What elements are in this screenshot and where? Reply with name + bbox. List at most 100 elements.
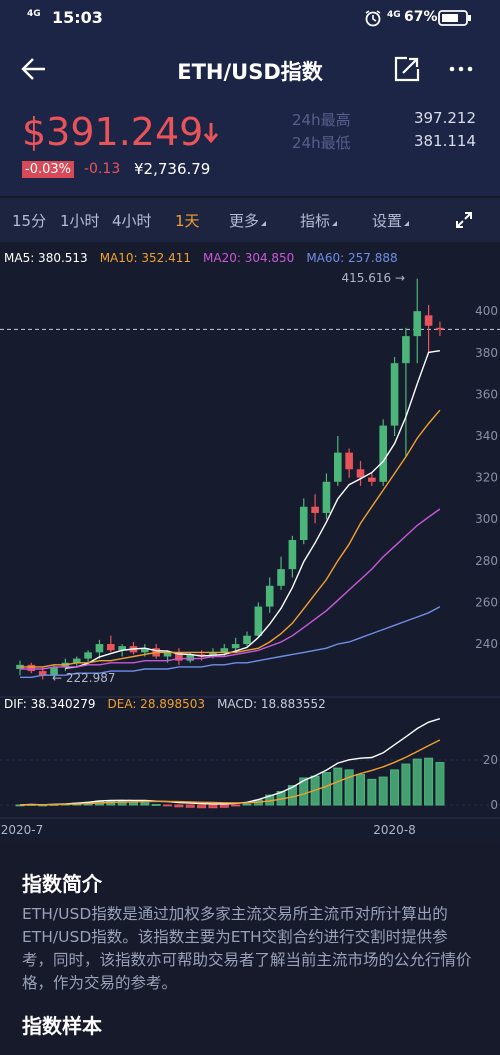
tab[interactable]: 1小时 [60,212,100,230]
tab[interactable]: 设置 [372,210,409,231]
x-tick-label: 2020-8 [373,823,416,837]
candle-body [254,606,263,636]
candle-body [186,654,195,661]
line [20,606,441,678]
macd-bar [163,804,173,807]
down-arrow [203,123,219,144]
header-area: 4G 15:03 4G 67% ETH/USD指数 $391.249 -0.03… [0,0,500,196]
y-tick-label: 0 [490,798,498,812]
legend-entry: MACD: 18.883552 [217,697,326,711]
back-button[interactable] [20,56,48,82]
macd-bar [299,777,309,806]
line [19,739,441,806]
candle-body [84,652,92,659]
candle-body [243,635,251,645]
y-tick-label: 380 [475,346,498,360]
candle-body [334,452,342,482]
macd-bar [333,767,343,806]
candle-body [277,569,285,586]
candle-body [402,336,410,364]
y-tick-label: 400 [475,304,498,318]
macd-bar [219,804,229,808]
legend-entry: MA20: 304.850 [203,251,294,265]
candle-body [141,648,149,653]
tab[interactable]: 15分 [12,212,47,230]
battery-icon [438,10,471,26]
y-tick-label: 340 [475,429,498,443]
macd-bar [424,757,434,806]
low-label: 24h最低 [292,134,351,152]
candle-body [368,477,376,482]
change: -0.13 [84,161,121,177]
chart-background [0,243,500,843]
candle-body [436,327,444,330]
macd-bar [356,773,365,806]
alarm-icon [365,10,381,27]
legend-entry: DEA: 28.898503 [108,697,206,711]
candle-body [107,644,115,651]
candle-body [95,644,104,653]
change-percent: -0.03% [22,161,74,178]
intro-text: ETH/USD指数是通过加权多家主流交易所主流币对所计算出的ETH/USD指数。… [22,905,472,992]
candle-body [390,363,399,426]
y-tick-label: 360 [475,387,498,401]
chart: 240 260 280 300 320 340 360 380 400 415.616 → ← 22… [0,243,500,843]
macd-bar [435,762,445,806]
y-tick-label: 260 [475,595,498,609]
line [19,718,441,806]
candle-body [356,469,365,478]
candle-body [72,658,81,663]
candle-body [209,652,217,657]
macd-bar [140,802,150,806]
macd-bar [401,763,411,806]
y-tick-label: 320 [475,471,498,485]
high-value: 397.212 [413,109,476,127]
more-button[interactable] [448,62,474,76]
share-button[interactable] [393,55,421,83]
network: 4G [27,9,41,19]
candle-body [379,425,387,482]
tab[interactable]: 更多 [229,210,266,231]
cny-price: ¥2,736.79 [134,160,211,178]
macd-bar [129,801,138,806]
candle-body [311,506,319,513]
y-tick-label: 20 [483,753,498,767]
expand-button[interactable] [455,211,473,229]
macd-bar [378,776,388,806]
tab[interactable]: 指标 [300,210,337,231]
tab[interactable]: 1天 [175,212,200,230]
candle-body [50,666,58,676]
macd-bar [321,772,331,806]
macd-bar [231,804,241,807]
macd-bar [390,769,400,806]
candle-body [299,506,308,541]
candle-body [175,652,183,661]
last-price: $391.249 [22,110,204,154]
battery-text: 67% [404,9,438,25]
candle-body [118,646,126,651]
candle-body [265,585,274,607]
macd-bar [412,758,422,806]
candle-body [424,315,433,326]
macd-bar [242,803,252,806]
candle-body [27,664,36,672]
high-label: 24h最高 [292,111,351,129]
macd-bar [197,804,207,809]
tab[interactable]: 4小时 [112,212,152,230]
macd-bar [151,804,161,806]
y-tick-label: 240 [475,637,498,651]
macd-bar [208,804,218,809]
line [20,508,441,670]
low-value: 381.114 [413,132,476,150]
candle-body [163,652,172,657]
candle-body [220,648,229,653]
clock: 15:03 [52,8,103,27]
x-tick-label: 2020-7 [1,823,44,837]
candle-body [322,481,331,513]
candle-body [345,452,353,470]
macd-bar [185,804,195,808]
candle-body [231,644,240,649]
candle-body [38,671,47,676]
line [20,409,441,668]
